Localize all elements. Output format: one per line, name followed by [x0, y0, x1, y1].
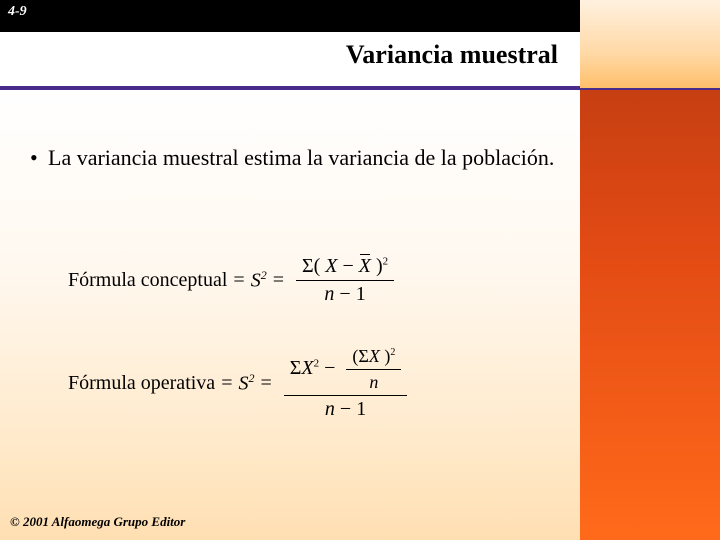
equals-icon: = — [260, 372, 271, 395]
bullet-item: • La variancia muestral estima la varian… — [48, 145, 558, 171]
fraction-den: n − 1 — [296, 281, 394, 306]
copyright: © 2001 Alfaomega Grupo Editor — [10, 514, 185, 530]
fraction-den: n − 1 — [284, 396, 408, 421]
slide-number-bar: 4-9 — [0, 0, 580, 32]
formula-conceptual-label: Fórmula conceptual — [68, 269, 227, 292]
s-squared: S2 — [238, 371, 254, 396]
fraction-num: ΣX2 − (ΣX )2 n — [284, 346, 408, 396]
fraction-inner: (ΣX )2 n — [346, 346, 401, 393]
fraction-inner-num: (ΣX )2 — [346, 346, 401, 370]
fraction-inner-den: n — [346, 370, 401, 393]
fraction-num: Σ( X − X )2 — [296, 255, 394, 281]
formula-block: Fórmula conceptual = S2 = Σ( X − X )2 n … — [68, 255, 548, 461]
formula-operativa-label: Fórmula operativa — [68, 372, 215, 395]
bullet-dot: • — [30, 145, 38, 171]
equals-icon: = — [273, 269, 284, 292]
fraction-operativa: ΣX2 − (ΣX )2 n n − 1 — [284, 346, 408, 421]
title-underline — [0, 88, 720, 90]
decor-top-right — [580, 0, 720, 88]
slide: 4-9 Variancia muestral • La variancia mu… — [0, 0, 720, 540]
page-title: Variancia muestral — [0, 40, 580, 70]
s-squared: S2 — [251, 268, 267, 293]
equals-icon: = — [233, 269, 244, 292]
fraction-conceptual: Σ( X − X )2 n − 1 — [296, 255, 394, 306]
decor-right-bar — [580, 88, 720, 540]
formula-conceptual: Fórmula conceptual = S2 = Σ( X − X )2 n … — [68, 255, 548, 306]
slide-number: 4-9 — [8, 4, 27, 19]
bullet-text: La variancia muestral estima la varianci… — [48, 145, 554, 170]
formula-operativa: Fórmula operativa = S2 = ΣX2 − (ΣX )2 n … — [68, 346, 548, 421]
equals-icon: = — [221, 372, 232, 395]
